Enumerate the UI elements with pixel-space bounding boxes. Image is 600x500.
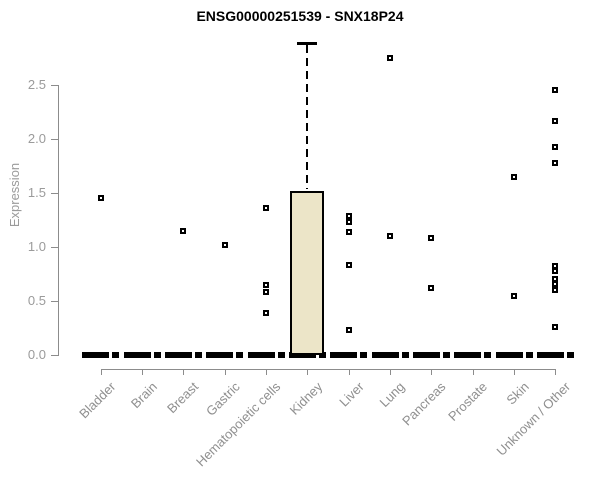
outlier-point [263, 281, 270, 288]
outlier-point [552, 87, 559, 94]
box-median-bar [82, 352, 120, 358]
y-tick [51, 139, 58, 140]
outlier-point [345, 212, 352, 219]
outlier-point [387, 233, 393, 240]
y-tick-label: 2.0 [27, 131, 46, 146]
outlier-point [387, 55, 393, 61]
y-tick-label: 0.5 [27, 293, 46, 308]
box-median-bar [536, 352, 574, 358]
outlier-point [511, 173, 517, 180]
outlier-point [552, 323, 559, 330]
outlier-point [345, 219, 352, 226]
box-median-bar [288, 352, 326, 358]
x-tick [224, 369, 226, 375]
outlier-point [345, 228, 352, 235]
y-tick-label: 0.0 [27, 347, 46, 362]
y-tick [51, 193, 58, 194]
x-tick-label: Pancreas [399, 379, 449, 429]
box-median-bar [123, 352, 161, 358]
x-tick-label: Liver [335, 379, 367, 410]
box-median-bar [247, 352, 285, 358]
box-median-bar [495, 352, 533, 358]
whisker-cap [297, 41, 318, 45]
outlier-point [552, 267, 559, 274]
x-tick [100, 369, 102, 375]
y-tick [51, 85, 58, 86]
x-tick-label: Brain [127, 379, 160, 412]
box-rect [290, 190, 325, 355]
y-tick [51, 355, 58, 356]
outlier-point [263, 289, 270, 296]
outlier-point [345, 327, 352, 334]
outlier-point [345, 262, 352, 269]
outlier-point [552, 143, 559, 150]
y-axis-line [58, 85, 59, 356]
x-tick [472, 369, 474, 375]
x-tick-label: Bladder [76, 379, 119, 422]
x-tick-label: Gastric [202, 379, 243, 419]
chart-title: ENSG00000251539 - SNX18P24 [196, 8, 404, 24]
outlier-point [263, 205, 270, 212]
y-tick [51, 247, 58, 248]
outlier-point [97, 195, 104, 202]
outlier-point [552, 280, 559, 287]
x-tick-label: Skin [503, 379, 532, 408]
outlier-point [552, 117, 559, 124]
box-median-bar [371, 352, 409, 358]
x-tick [348, 369, 350, 375]
x-tick [266, 369, 268, 375]
x-tick-label: Unknown / Other [493, 379, 573, 459]
x-tick [307, 369, 309, 375]
outlier-point [552, 287, 559, 294]
outlier-point [221, 241, 228, 248]
x-tick [183, 369, 185, 375]
outlier-point [180, 227, 187, 234]
box-median-bar [206, 352, 244, 358]
x-tick-label: Lung [376, 379, 408, 411]
box-median-bar [164, 352, 202, 358]
outlier-point [511, 292, 517, 299]
box-median-bar [454, 352, 492, 358]
y-tick-label: 2.5 [27, 77, 46, 92]
x-tick [142, 369, 144, 375]
y-tick-label: 1.5 [27, 185, 46, 200]
outlier-point [263, 309, 270, 316]
y-tick [51, 301, 58, 302]
upper-whisker [306, 44, 309, 189]
x-tick [431, 369, 433, 375]
x-tick-label: Kidney [286, 379, 325, 418]
box-median-bar [330, 352, 368, 358]
box-median-bar [412, 352, 450, 358]
x-tick-label: Prostate [445, 379, 491, 424]
outlier-point [552, 159, 559, 166]
x-tick [390, 369, 391, 375]
outlier-point [428, 285, 435, 292]
x-tick-label: Breast [163, 379, 201, 417]
outlier-point [428, 235, 435, 242]
y-tick-label: 1.0 [27, 239, 46, 254]
x-tick [555, 369, 557, 375]
x-axis-line [100, 369, 557, 370]
x-tick [514, 369, 515, 375]
